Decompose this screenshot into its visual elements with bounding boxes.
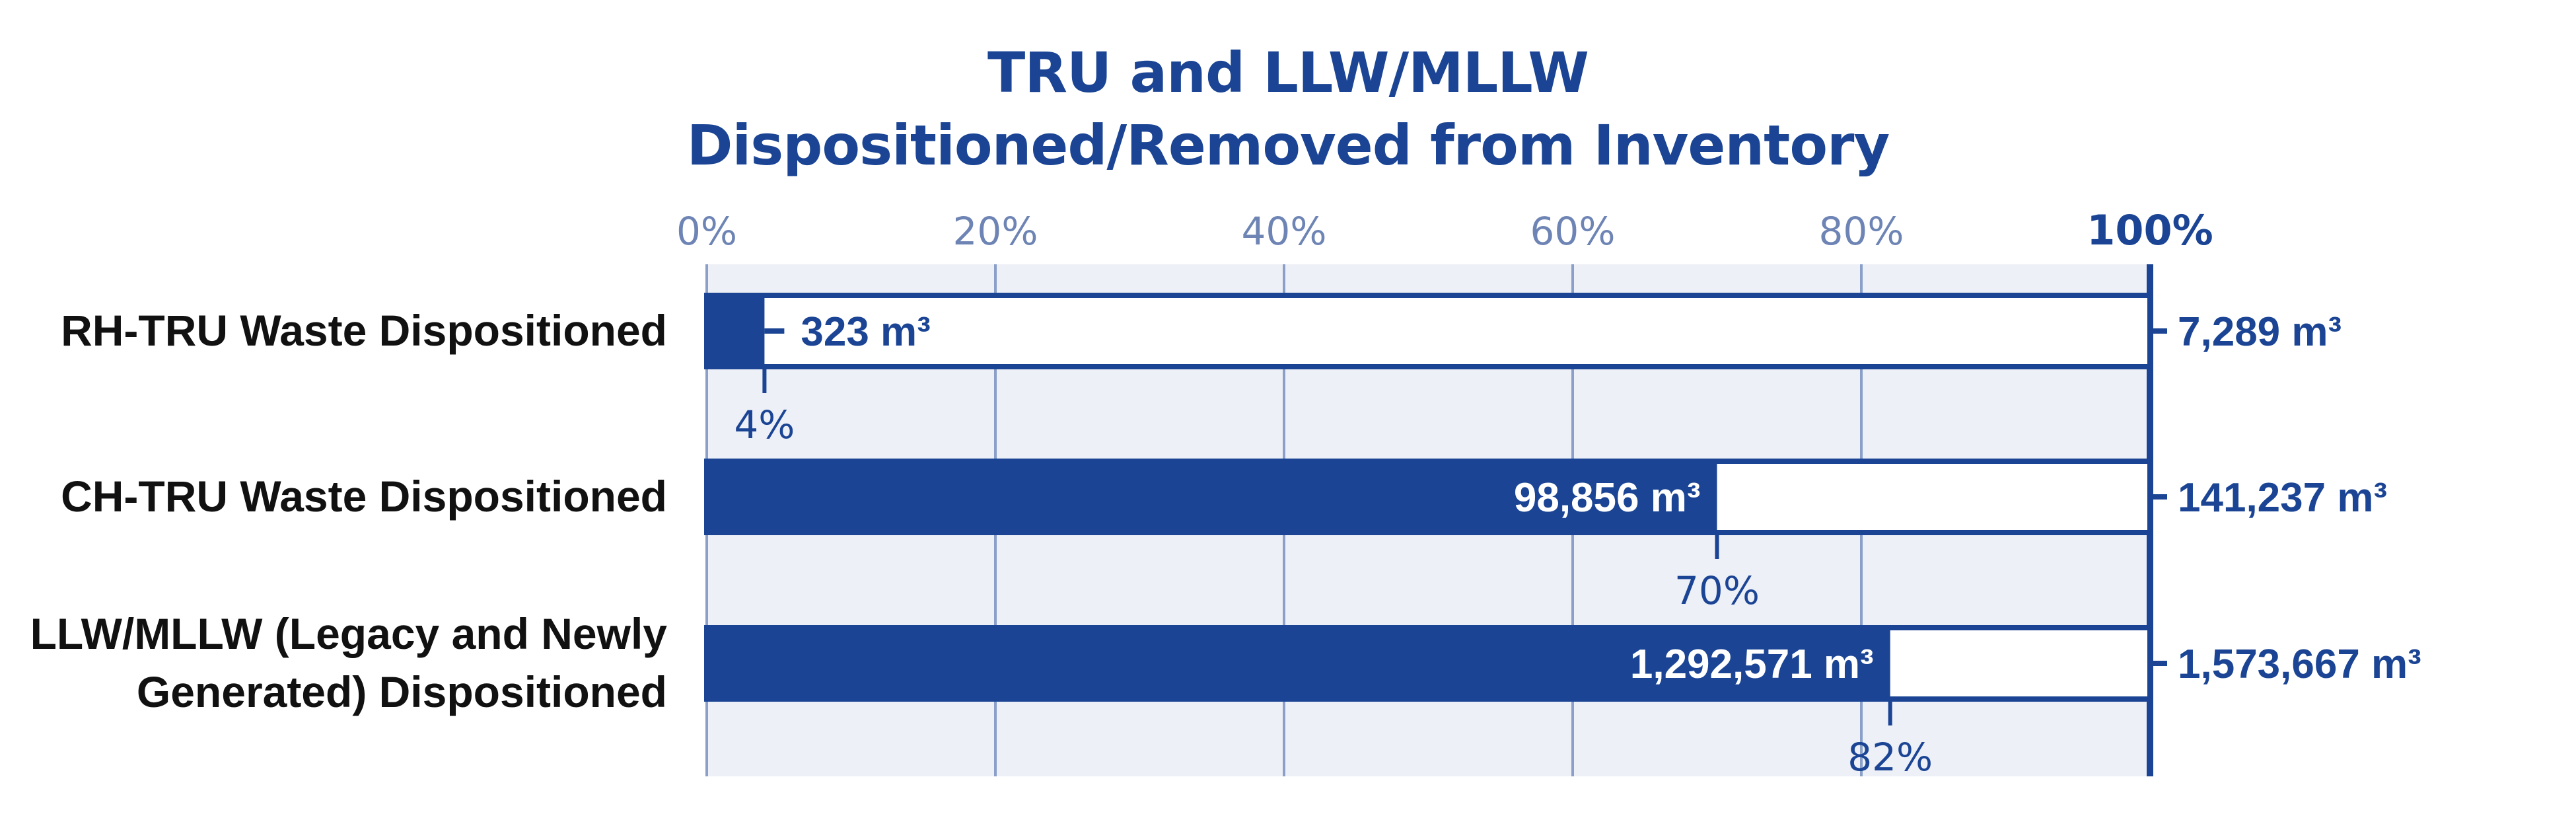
bar-dispositioned-0 [707, 295, 765, 367]
category-label-2-0: LLW/MLLW (Legacy and Newly [30, 609, 668, 658]
percent-label-0: 4% [734, 402, 795, 447]
total-label-2: 1,573,667 m³ [2178, 642, 2421, 687]
value-label-0: 323 m³ [801, 309, 930, 355]
total-label-1: 141,237 m³ [2178, 475, 2387, 521]
x-tick-label-60: 60% [1530, 209, 1616, 254]
bar-dispositioned-2 [707, 628, 1890, 699]
percent-label-1: 70% [1674, 568, 1760, 613]
category-label-0-0: RH-TRU Waste Dispositioned [61, 306, 667, 355]
x-tick-label-20: 20% [953, 209, 1038, 254]
x-tick-label-100: 100% [2087, 206, 2213, 254]
category-label-1-0: CH-TRU Waste Dispositioned [61, 472, 667, 521]
category-label-2-1: Generated) Dispositioned [137, 667, 667, 716]
value-label-1: 98,856 m³ [1514, 475, 1701, 521]
bar-dispositioned-1 [707, 461, 1717, 533]
x-tick-label-0: 0% [676, 209, 737, 254]
chart-title-line-1: TRU and LLW/MLLW [987, 40, 1589, 105]
chart-title-line-2: Dispositioned/Removed from Inventory [686, 113, 1890, 178]
total-label-0: 7,289 m³ [2178, 309, 2342, 355]
percent-label-2: 82% [1847, 735, 1933, 780]
chart-title: TRU and LLW/MLLW Dispositioned/Removed f… [0, 36, 2576, 182]
x-tick-label-40: 40% [1242, 209, 1327, 254]
value-label-2: 1,292,571 m³ [1630, 642, 1874, 687]
x-tick-label-80: 80% [1819, 209, 1904, 254]
